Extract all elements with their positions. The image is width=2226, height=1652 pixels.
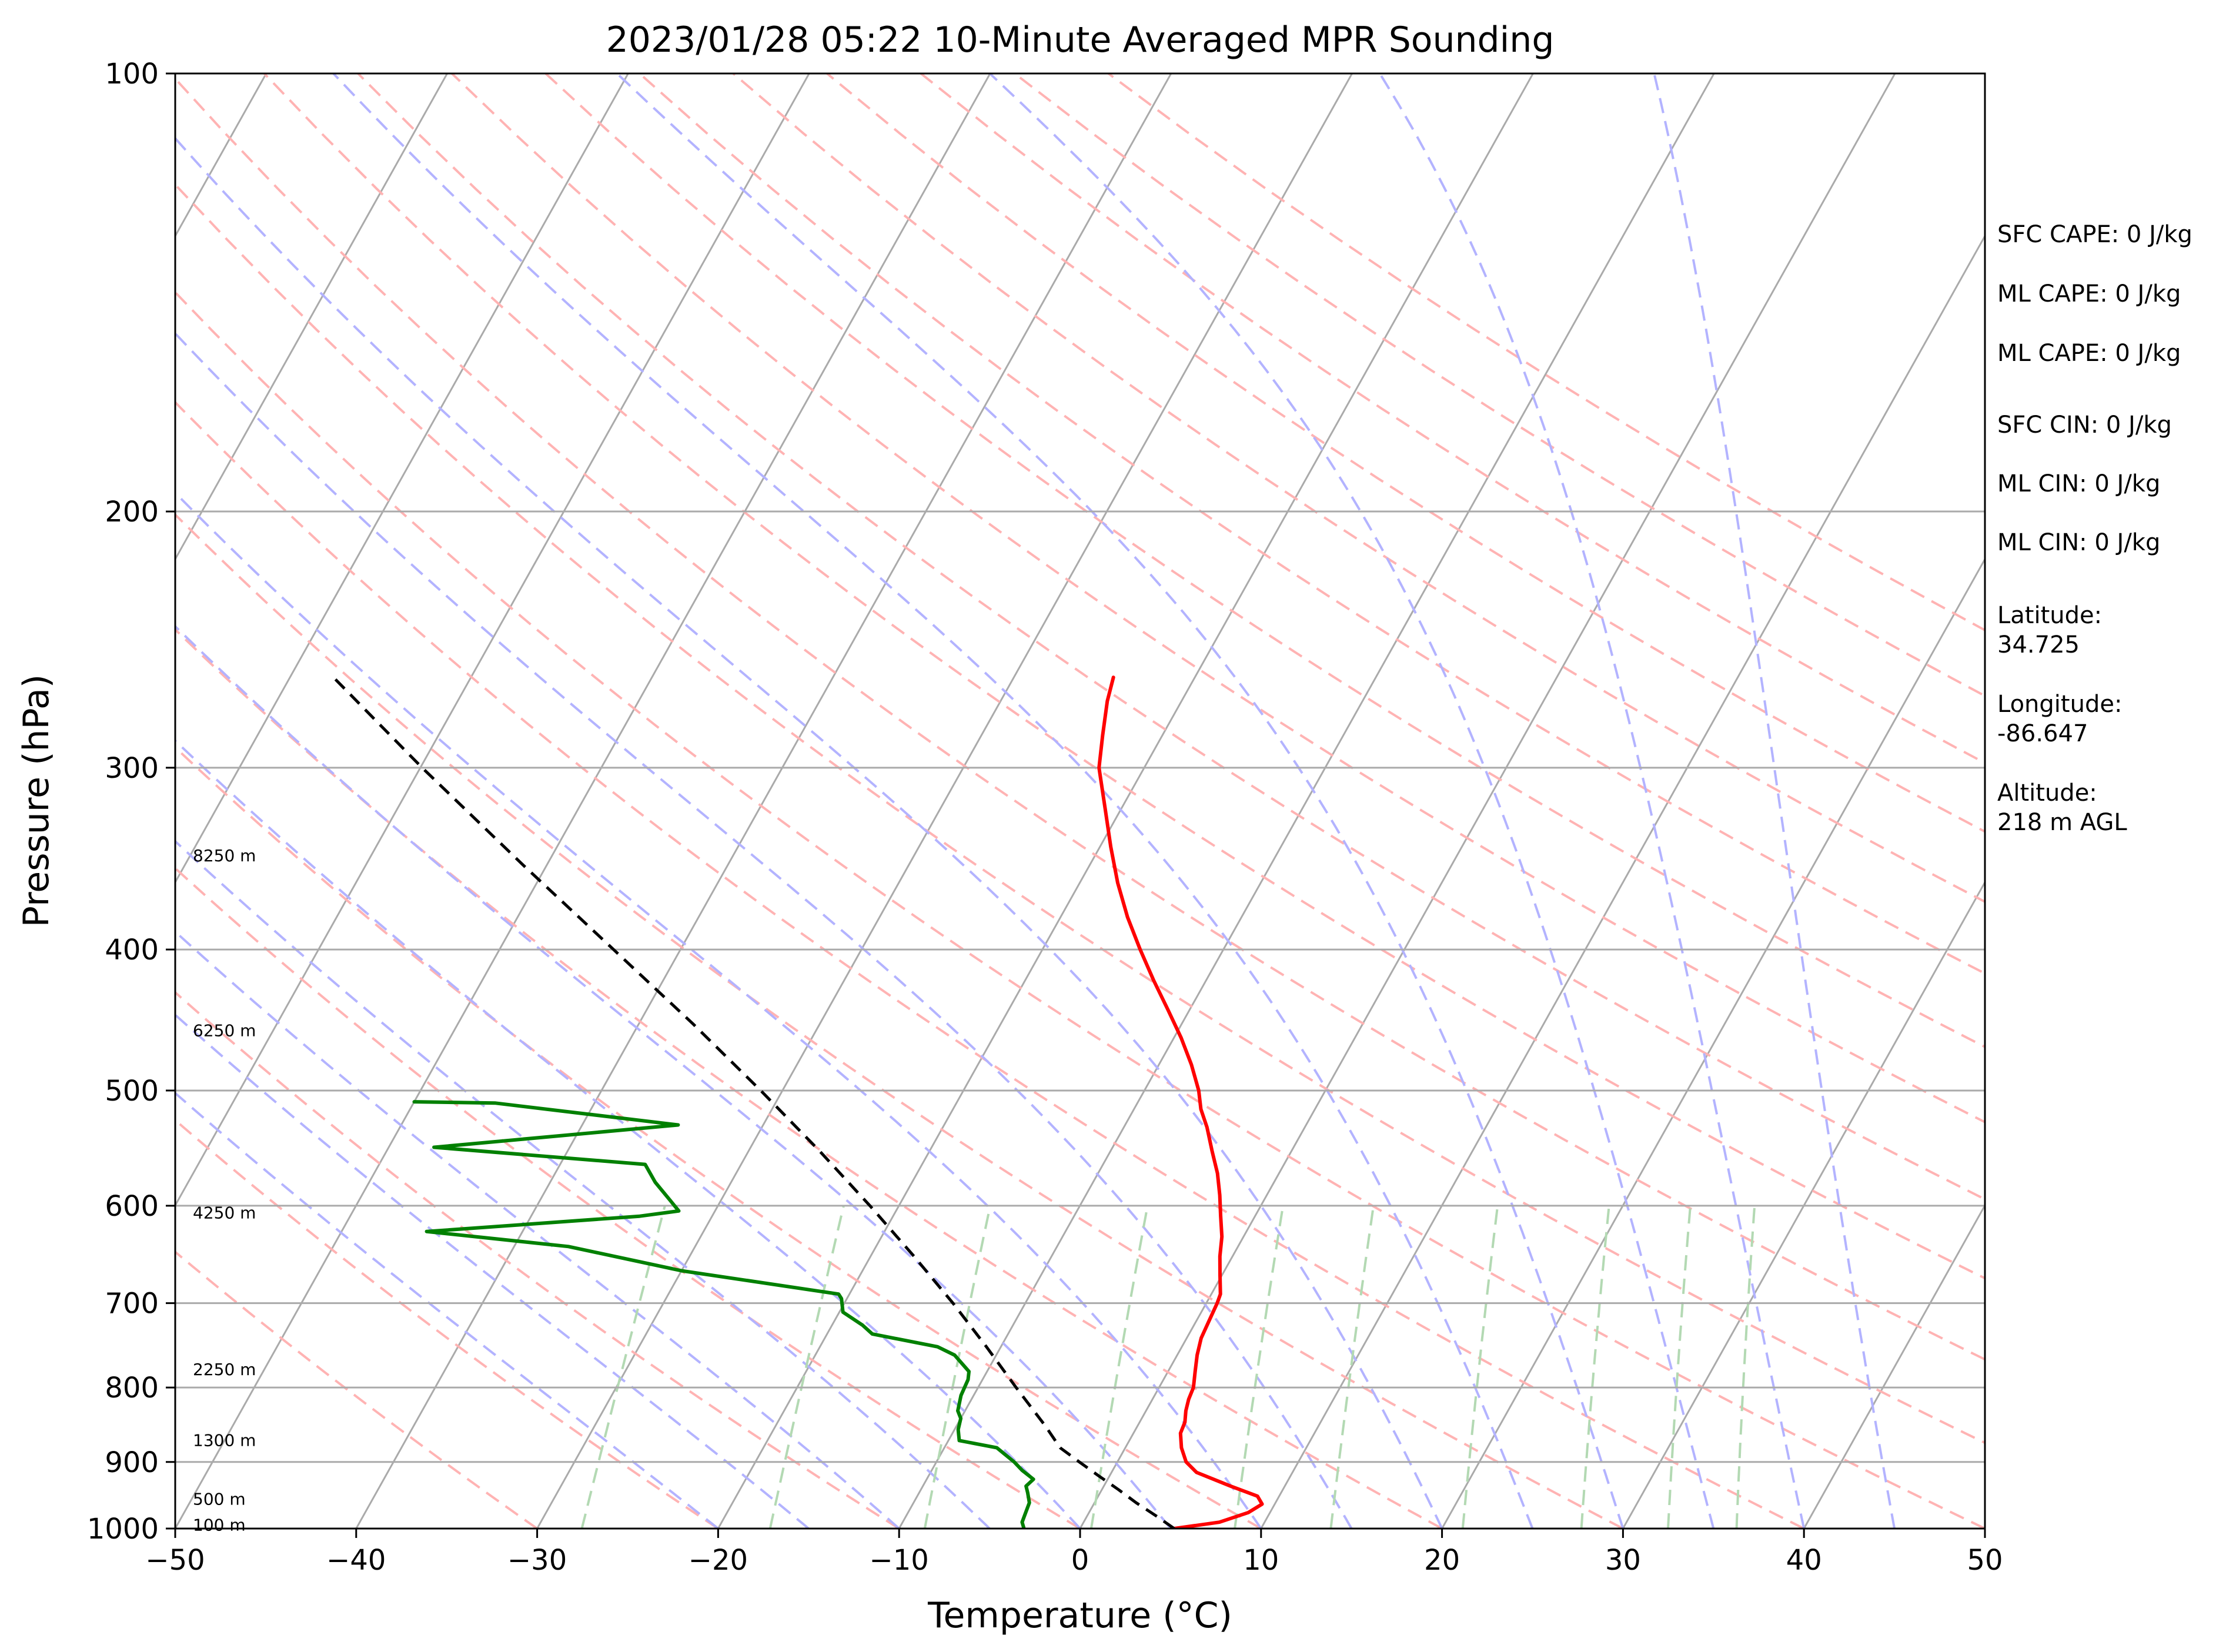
isotherm-line xyxy=(175,73,448,561)
isotherm-line xyxy=(1079,73,1896,1529)
moist-adiabat-line xyxy=(332,73,1534,1529)
dry-adiabat-line xyxy=(175,745,1262,1529)
info-line: SFC CIN: 0 J/kg xyxy=(1997,412,2172,439)
dry-adiabat-line xyxy=(639,73,1985,975)
x-axis-label: Temperature (°C) xyxy=(927,1595,1232,1636)
moist-adiabat-line xyxy=(1379,73,1806,1529)
moist-adiabat-line xyxy=(175,624,1172,1529)
info-line: 34.725 xyxy=(1997,631,2080,658)
moist-adiabat-line xyxy=(175,491,1262,1529)
sounding-profiles xyxy=(332,675,1264,1529)
info-line: Longitude: xyxy=(1997,691,2122,718)
height-label: 8250 m xyxy=(193,846,256,865)
y-tick-label: 300 xyxy=(105,752,159,785)
x-tick-label: −20 xyxy=(688,1544,748,1577)
dry-adiabat-line xyxy=(175,400,1805,1529)
info-line: 218 m AGL xyxy=(1997,809,2127,836)
x-tick-label: 30 xyxy=(1605,1544,1641,1577)
dry-adiabat-line xyxy=(263,73,1985,1280)
moist-adiabat-line xyxy=(175,332,1353,1529)
height-label: 1300 m xyxy=(193,1430,256,1450)
isotherm-line xyxy=(175,73,991,1529)
y-tick-label: 700 xyxy=(105,1288,159,1320)
info-line: ML CIN: 0 J/kg xyxy=(1997,529,2160,556)
dry-adiabat-line xyxy=(357,73,1985,1201)
dry-adiabat-line xyxy=(175,867,1081,1529)
x-tick-label: −30 xyxy=(507,1544,567,1577)
dry-adiabat-line xyxy=(826,73,1985,833)
info-line: Latitude: xyxy=(1997,602,2102,629)
dry-adiabat-line xyxy=(451,73,1985,1123)
info-line: SFC CAPE: 0 J/kg xyxy=(1997,221,2192,248)
y-axis: 100 200 300 400 500 600 700 800 900 1000 xyxy=(87,58,175,1546)
x-axis: −50 −40 −30 −20 −10 0 10 20 30 40 50 xyxy=(145,1529,2003,1577)
moist-adiabat-line xyxy=(175,930,900,1529)
info-line: -86.647 xyxy=(1997,720,2088,747)
info-line: ML CIN: 0 J/kg xyxy=(1997,470,2160,497)
chart-title: 2023/01/28 05:22 10-Minute Averaged MPR … xyxy=(606,19,1555,61)
x-tick-label: 20 xyxy=(1424,1544,1460,1577)
isotherm-line xyxy=(536,73,1353,1529)
isotherm-line xyxy=(898,73,1715,1529)
dry-adiabat-line xyxy=(175,1250,538,1529)
y-tick-label: 500 xyxy=(105,1075,159,1108)
y-tick-label: 600 xyxy=(105,1190,159,1223)
height-label: 100 m xyxy=(193,1516,246,1535)
dry-adiabat-line xyxy=(175,182,1985,1444)
info-line: ML CAPE: 0 J/kg xyxy=(1997,340,2181,367)
dry-adiabat-line xyxy=(175,290,1985,1529)
moist-adiabat-line xyxy=(175,840,991,1529)
height-label: 2250 m xyxy=(193,1360,256,1379)
parcel-path-line xyxy=(332,676,1175,1529)
moist-adiabat-line xyxy=(1653,73,1896,1529)
moist-adiabat-line xyxy=(989,73,1715,1529)
y-tick-label: 100 xyxy=(105,58,159,91)
y-tick-label: 800 xyxy=(105,1372,159,1404)
isotherm-line xyxy=(175,73,629,884)
moist-adiabat-line xyxy=(175,739,1081,1529)
info-line: ML CAPE: 0 J/kg xyxy=(1997,280,2181,307)
x-tick-label: 10 xyxy=(1243,1544,1279,1577)
dewpoint-line xyxy=(412,1100,1035,1529)
sounding-info-panel: SFC CAPE: 0 J/kg ML CAPE: 0 J/kg ML CAPE: … xyxy=(1997,221,2192,836)
isotherm-line xyxy=(1622,880,1985,1529)
y-tick-label: 200 xyxy=(105,496,159,529)
dry-adiabat-line xyxy=(544,73,1985,1048)
height-label: 500 m xyxy=(193,1490,246,1509)
height-label: 6250 m xyxy=(193,1021,256,1041)
dry-adiabat-line xyxy=(175,513,1624,1529)
height-labels: 8250 m 6250 m 4250 m 2250 m 1300 m 500 m 100 m xyxy=(193,846,256,1535)
temperature-line xyxy=(1097,675,1264,1529)
dry-adiabat-line xyxy=(175,991,900,1529)
moist-adiabat-line xyxy=(175,1091,719,1529)
x-tick-label: 50 xyxy=(1967,1544,2003,1577)
x-tick-label: 0 xyxy=(1071,1544,1089,1577)
x-tick-label: −10 xyxy=(870,1544,929,1577)
y-tick-label: 1000 xyxy=(87,1513,159,1546)
isotherm-line xyxy=(1803,1203,1985,1529)
x-tick-label: −40 xyxy=(326,1544,386,1577)
moist-adiabat-line xyxy=(175,136,1443,1529)
isotherm-line xyxy=(717,73,1534,1529)
x-tick-label: 40 xyxy=(1786,1544,1822,1577)
info-line: Altitude: xyxy=(1997,780,2097,807)
dry-adiabat-line xyxy=(175,76,1985,1361)
isotherm-line xyxy=(175,73,810,1208)
height-label: 4250 m xyxy=(193,1203,256,1222)
isotherm-line xyxy=(1441,557,1985,1529)
background-lines xyxy=(175,73,1985,1529)
y-tick-label: 900 xyxy=(105,1446,159,1479)
dry-adiabat-line xyxy=(920,73,1985,765)
y-tick-label: 400 xyxy=(105,934,159,967)
y-axis-label: Pressure (hPa) xyxy=(16,674,57,927)
x-tick-label: −50 xyxy=(145,1544,205,1577)
